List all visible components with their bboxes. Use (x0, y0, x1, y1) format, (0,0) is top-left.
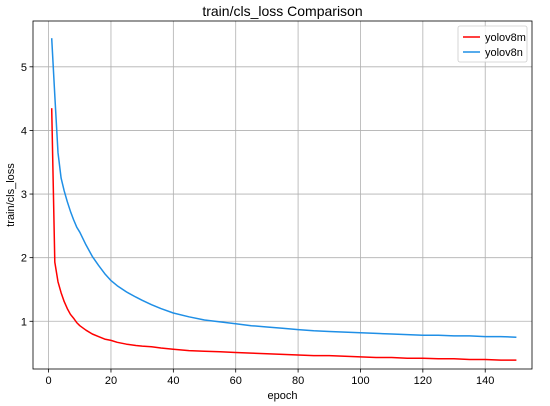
x-tick-label: 60 (230, 375, 242, 387)
y-axis-label: train/cls_loss (5, 163, 17, 227)
legend-label-yolov8n: yolov8n (485, 47, 523, 59)
x-tick-label: 20 (105, 375, 117, 387)
y-tick-label: 5 (21, 62, 27, 74)
series-lines (50, 38, 517, 361)
legend-box (457, 25, 528, 63)
x-tick-label: 140 (476, 375, 494, 387)
y-axis-ticks: 1 2 3 4 5 (21, 62, 33, 328)
grid (33, 21, 532, 369)
plot-frame (32, 20, 533, 370)
y-tick-label: 3 (21, 189, 27, 201)
x-tick-label: 40 (167, 375, 179, 387)
y-tick-label: 4 (21, 125, 27, 137)
series-line-yolov8n (50, 38, 517, 338)
x-tick-label: 100 (351, 375, 369, 387)
x-tick-label: 120 (414, 375, 432, 387)
y-tick-label: 1 (21, 316, 27, 328)
x-tick-label: 80 (292, 375, 304, 387)
legend: yolov8m yolov8n (457, 25, 528, 63)
x-axis-ticks: 0 20 40 60 80 100 120 140 (46, 369, 494, 387)
y-tick-label: 2 (21, 253, 27, 265)
x-axis-label: epoch (268, 390, 298, 402)
series-line-yolov8m (50, 108, 517, 361)
x-tick-label: 0 (46, 375, 52, 387)
legend-label-yolov8m: yolov8m (485, 32, 526, 44)
chart-title: train/cls_loss Comparison (202, 3, 362, 19)
